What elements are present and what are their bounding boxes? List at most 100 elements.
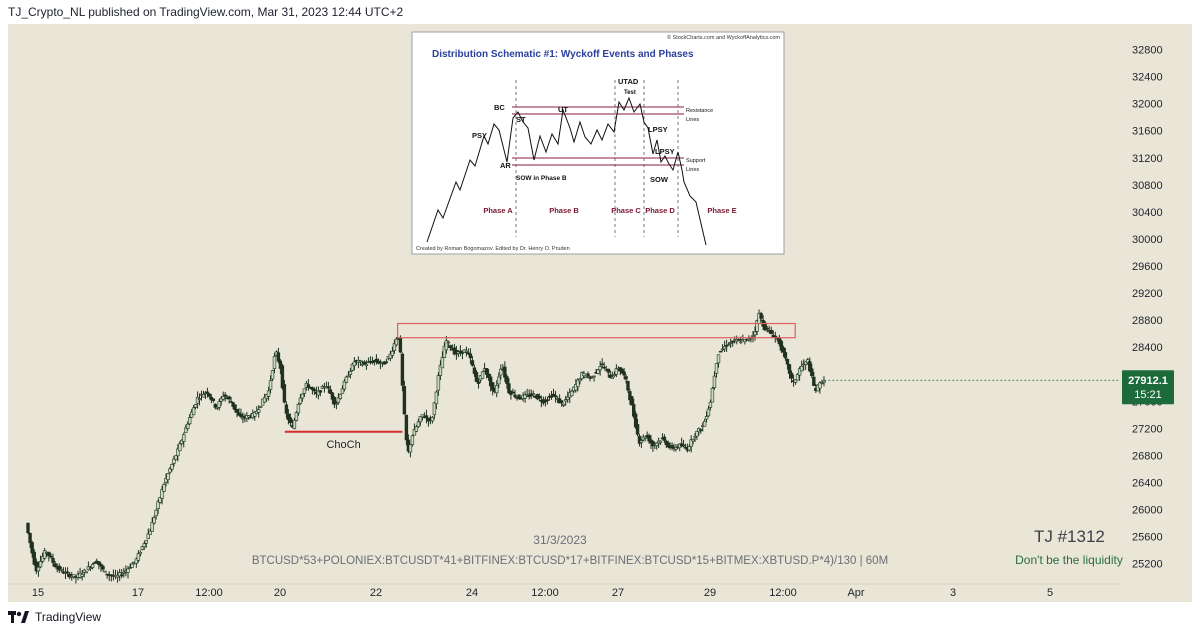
candle — [233, 404, 237, 413]
candle-body — [336, 397, 341, 403]
candle-body — [388, 353, 393, 359]
candle — [712, 371, 717, 390]
candle-body — [706, 408, 711, 417]
candle-body — [205, 391, 210, 394]
candle-body — [30, 542, 34, 554]
candle-body — [464, 350, 469, 353]
candle — [806, 357, 810, 365]
candle-body — [294, 412, 299, 421]
candle — [115, 570, 120, 583]
candle-body — [718, 350, 723, 353]
candle — [614, 364, 619, 378]
candle — [511, 388, 515, 394]
price-chart[interactable]: ChoCh 2520025600260002640026800272002760… — [8, 24, 1192, 602]
candle — [368, 356, 373, 365]
y-tick-label: 26400 — [1132, 478, 1163, 490]
candle-body — [217, 401, 221, 408]
candle — [122, 567, 126, 578]
candle-body — [370, 361, 375, 364]
candle-body — [731, 340, 735, 343]
inset-phase-label: Phase B — [549, 206, 579, 215]
candle-body — [300, 393, 305, 399]
candle-body — [643, 436, 647, 439]
brand-label: TradingView — [35, 610, 102, 624]
candle-body — [172, 458, 176, 464]
candle-body — [466, 352, 471, 355]
candle — [334, 400, 339, 410]
candle-body — [195, 396, 200, 404]
candle — [769, 326, 773, 335]
candle-body — [59, 569, 64, 571]
candle — [570, 389, 574, 397]
candle-body — [486, 373, 491, 378]
choch-label: ChoCh — [326, 439, 360, 451]
candle-body — [484, 368, 489, 375]
candle — [722, 340, 727, 353]
candle — [38, 555, 43, 569]
candle-body — [215, 406, 219, 409]
candle-body — [152, 517, 156, 524]
candle — [582, 370, 586, 379]
candle-body — [549, 395, 554, 398]
candle-body — [374, 358, 379, 363]
candle-body — [647, 435, 651, 442]
candle — [728, 338, 733, 348]
candle — [101, 564, 105, 572]
candle-body — [781, 347, 786, 353]
y-tick-label: 32000 — [1132, 99, 1163, 111]
candle — [755, 319, 759, 336]
candle-body — [708, 401, 713, 408]
candle-body — [820, 382, 824, 384]
candle — [488, 373, 493, 392]
candle-body — [795, 374, 800, 381]
candle-body — [298, 397, 303, 404]
candle-body — [142, 543, 147, 548]
y-tick-label: 27200 — [1132, 423, 1163, 435]
candle — [374, 354, 379, 365]
candle-body — [592, 375, 596, 378]
candle-body — [67, 573, 72, 578]
candle — [720, 344, 725, 352]
candle — [702, 418, 707, 427]
x-tick-label: 27 — [612, 587, 624, 599]
x-tick-label: 12:00 — [531, 587, 559, 599]
candle-body — [310, 387, 315, 391]
candle-body — [326, 386, 331, 389]
candle — [559, 400, 564, 407]
candle-body — [753, 331, 757, 336]
candle — [404, 414, 409, 446]
candle — [464, 346, 469, 357]
candle-body — [812, 376, 816, 386]
candle-body — [769, 329, 773, 335]
candle — [284, 401, 289, 419]
candle — [584, 376, 588, 379]
candle — [578, 377, 582, 385]
candle-body — [420, 414, 425, 418]
candle-body — [490, 382, 495, 391]
inset-phase-label: Phase A — [483, 206, 513, 215]
candle — [227, 395, 231, 404]
candle-body — [474, 372, 479, 382]
candle-body — [598, 366, 602, 371]
candle — [370, 356, 375, 365]
candle-body — [563, 399, 568, 402]
tradingview-brand[interactable]: TradingView — [8, 610, 101, 624]
candle — [88, 565, 93, 571]
symbol-formula: BTCUSD*53+POLONIEX:BTCUSDT*41+BITFINEX:B… — [252, 555, 888, 567]
candle — [82, 568, 86, 578]
candle — [687, 444, 692, 452]
candle — [410, 434, 415, 447]
candle — [154, 508, 158, 520]
candle — [695, 430, 699, 440]
candle — [693, 432, 697, 443]
candle-body — [582, 373, 586, 376]
candle-body — [364, 363, 369, 366]
x-tick-label: 20 — [274, 587, 286, 599]
candle — [810, 363, 814, 379]
inset-event-label: SOW in Phase B — [516, 175, 567, 182]
x-tick-label: 15 — [32, 587, 44, 599]
candle — [146, 528, 150, 540]
candle-body — [797, 368, 802, 376]
inset-credit: © StockCharts.com and WyckoffAnalytics.c… — [667, 34, 780, 41]
candle-body — [612, 374, 617, 376]
